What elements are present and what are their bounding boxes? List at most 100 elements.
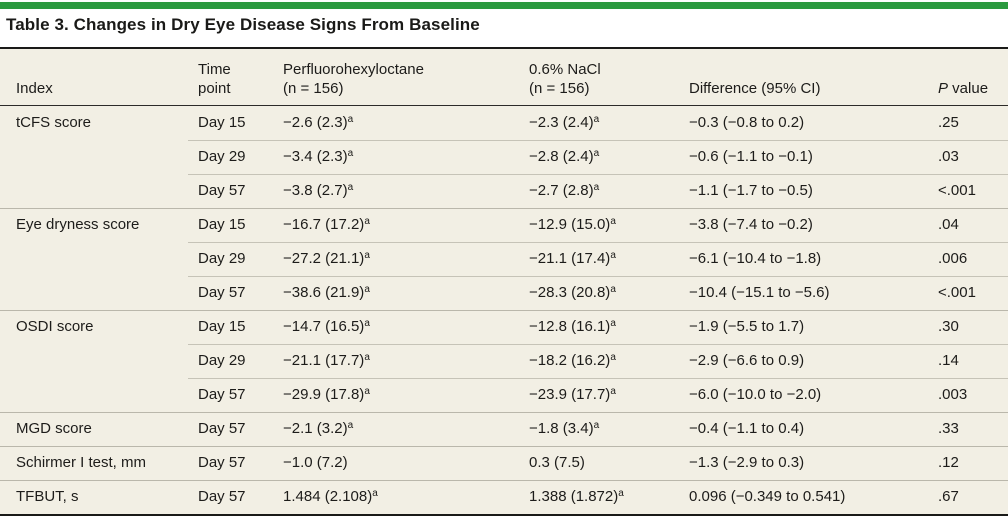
footnote-marker: a: [610, 250, 616, 261]
p-value-cell: .04: [938, 216, 959, 233]
footnote-marker: a: [347, 148, 354, 159]
footnote-marker: a: [610, 318, 616, 329]
p-value-cell: .14: [938, 352, 959, 369]
footnote-marker: a: [618, 488, 624, 499]
nacl-value-cell: −12.8 (16.1)a: [529, 318, 616, 335]
column-header-index: Index: [16, 80, 53, 97]
difference-cell: −0.3 (−0.8 to 0.2): [689, 114, 805, 131]
difference-cell: −1.1 (−1.7 to −0.5): [689, 182, 813, 199]
time-point-cell: Day 57: [198, 284, 246, 301]
pfho-value-cell: −2.1 (3.2)a: [283, 420, 354, 437]
p-value-cell: .30: [938, 318, 959, 335]
footnote-marker: a: [610, 216, 616, 227]
footnote-marker: a: [364, 216, 370, 227]
pfho-value-cell: −29.9 (17.8)a: [283, 386, 370, 403]
footnote-marker: a: [593, 114, 600, 125]
pfho-value-cell: −16.7 (17.2)a: [283, 216, 370, 233]
difference-cell: −6.0 (−10.0 to −2.0): [689, 386, 822, 403]
footnote-marker: a: [372, 488, 378, 499]
p-value-cell: <.001: [938, 284, 976, 301]
difference-cell: 0.096 (−0.349 to 0.541): [689, 488, 846, 505]
footnote-marker: a: [593, 148, 600, 159]
pfho-value-cell: −21.1 (17.7)a: [283, 352, 370, 369]
table-title: Table 3. Changes in Dry Eye Disease Sign…: [6, 15, 480, 34]
index-cell: MGD score: [16, 420, 92, 437]
pfho-value-cell: −2.6 (2.3)a: [283, 114, 354, 131]
difference-cell: −3.8 (−7.4 to −0.2): [689, 216, 813, 233]
data-table: Index Time point Perfluorohexyloctane (n…: [0, 47, 1008, 516]
nacl-value-cell: −28.3 (20.8)a: [529, 284, 616, 301]
column-header-time-point: Time point: [198, 61, 231, 97]
table-row: Day 57 −29.9 (17.8)a −23.9 (17.7)a −6.0 (−1…: [0, 378, 1008, 412]
column-header-perfluorohexyloctane: Perfluorohexyloctane (n = 156): [283, 61, 424, 97]
pfho-value-cell: −1.0 (7.2): [283, 454, 348, 471]
accent-bar: [0, 2, 1008, 9]
time-point-cell: Day 15: [198, 216, 246, 233]
pfho-value-cell: −14.7 (16.5)a: [283, 318, 370, 335]
time-point-cell: Day 29: [198, 148, 246, 165]
p-value-cell: <.001: [938, 182, 976, 199]
footnote-marker: a: [610, 386, 616, 397]
difference-cell: −6.1 (−10.4 to −1.8): [689, 250, 822, 267]
table-row: Day 57 −38.6 (21.9)a −28.3 (20.8)a −10.4 (−…: [0, 276, 1008, 310]
table-row: Day 29 −27.2 (21.1)a −21.1 (17.4)a −6.1 (−1…: [0, 242, 1008, 276]
nacl-value-cell: −2.3 (2.4)a: [529, 114, 600, 131]
footnote-marker: a: [347, 114, 354, 125]
nacl-value-cell: −2.7 (2.8)a: [529, 182, 600, 199]
nacl-value-cell: −1.8 (3.4)a: [529, 420, 600, 437]
time-point-cell: Day 29: [198, 250, 246, 267]
p-value-cell: .03: [938, 148, 959, 165]
table-row: Day 29 −21.1 (17.7)a −18.2 (16.2)a −2.9 (−6…: [0, 344, 1008, 378]
footnote-marker: a: [364, 318, 370, 329]
pfho-value-cell: −3.4 (2.3)a: [283, 148, 354, 165]
index-cell: Schirmer I test, mm: [16, 454, 147, 471]
column-header-p-value: P value: [938, 80, 989, 97]
footnote-marker: a: [593, 182, 600, 193]
p-value-cell: .33: [938, 420, 959, 437]
nacl-value-cell: −23.9 (17.7)a: [529, 386, 616, 403]
table-row: OSDI score Day 15 −14.7 (16.5)a −12.8 (16.1…: [0, 310, 1008, 344]
p-value-cell: .25: [938, 114, 959, 131]
pfho-value-cell: −38.6 (21.9)a: [283, 284, 370, 301]
pfho-value-cell: −27.2 (21.1)a: [283, 250, 370, 267]
nacl-value-cell: −12.9 (15.0)a: [529, 216, 616, 233]
difference-cell: −0.6 (−1.1 to −0.1): [689, 148, 813, 165]
pfho-value-cell: 1.484 (2.108)a: [283, 488, 378, 505]
column-header-difference: Difference (95% CI): [689, 80, 821, 97]
table-row: Eye dryness score Day 15 −16.7 (17.2)a −12.…: [0, 208, 1008, 242]
table-row: Day 57 −3.8 (2.7)a −2.7 (2.8)a −1.1 (−1.7 t…: [0, 174, 1008, 208]
table-body: tCFS score Day 15 −2.6 (2.3)a −2.3 (2.4)a −0…: [0, 106, 1008, 514]
footnote-marker: a: [593, 420, 600, 431]
index-cell: TFBUT, s: [16, 488, 79, 505]
table-header-row: Index Time point Perfluorohexyloctane (n…: [0, 49, 1008, 106]
time-point-cell: Day 29: [198, 352, 246, 369]
p-value-cell: .006: [938, 250, 968, 267]
pfho-value-cell: −3.8 (2.7)a: [283, 182, 354, 199]
table-row: TFBUT, s Day 57 1.484 (2.108)a 1.388 (1.872…: [0, 480, 1008, 514]
time-point-cell: Day 57: [198, 420, 246, 437]
time-point-cell: Day 57: [198, 454, 246, 471]
column-header-nacl: 0.6% NaCl (n = 156): [529, 61, 601, 97]
difference-cell: −0.4 (−1.1 to 0.4): [689, 420, 805, 437]
difference-cell: −1.9 (−5.5 to 1.7): [689, 318, 805, 335]
time-point-cell: Day 57: [198, 386, 246, 403]
nacl-value-cell: −2.8 (2.4)a: [529, 148, 600, 165]
time-point-cell: Day 57: [198, 488, 246, 505]
difference-cell: −10.4 (−15.1 to −5.6): [689, 284, 830, 301]
index-cell: Eye dryness score: [16, 216, 140, 233]
footnote-marker: a: [364, 352, 370, 363]
table-row: MGD score Day 57 −2.1 (3.2)a −1.8 (3.4)a −0.…: [0, 412, 1008, 446]
footnote-marker: a: [364, 250, 370, 261]
time-point-cell: Day 15: [198, 114, 246, 131]
nacl-value-cell: −21.1 (17.4)a: [529, 250, 616, 267]
p-value-cell: .003: [938, 386, 968, 403]
footnote-marker: a: [610, 352, 616, 363]
footnote-marker: a: [347, 420, 354, 431]
difference-cell: −2.9 (−6.6 to 0.9): [689, 352, 805, 369]
nacl-value-cell: 1.388 (1.872)a: [529, 488, 624, 505]
footnote-marker: a: [610, 284, 616, 295]
difference-cell: −1.3 (−2.9 to 0.3): [689, 454, 805, 471]
table-row: Day 29 −3.4 (2.3)a −2.8 (2.4)a −0.6 (−1.1 t…: [0, 140, 1008, 174]
nacl-value-cell: −18.2 (16.2)a: [529, 352, 616, 369]
